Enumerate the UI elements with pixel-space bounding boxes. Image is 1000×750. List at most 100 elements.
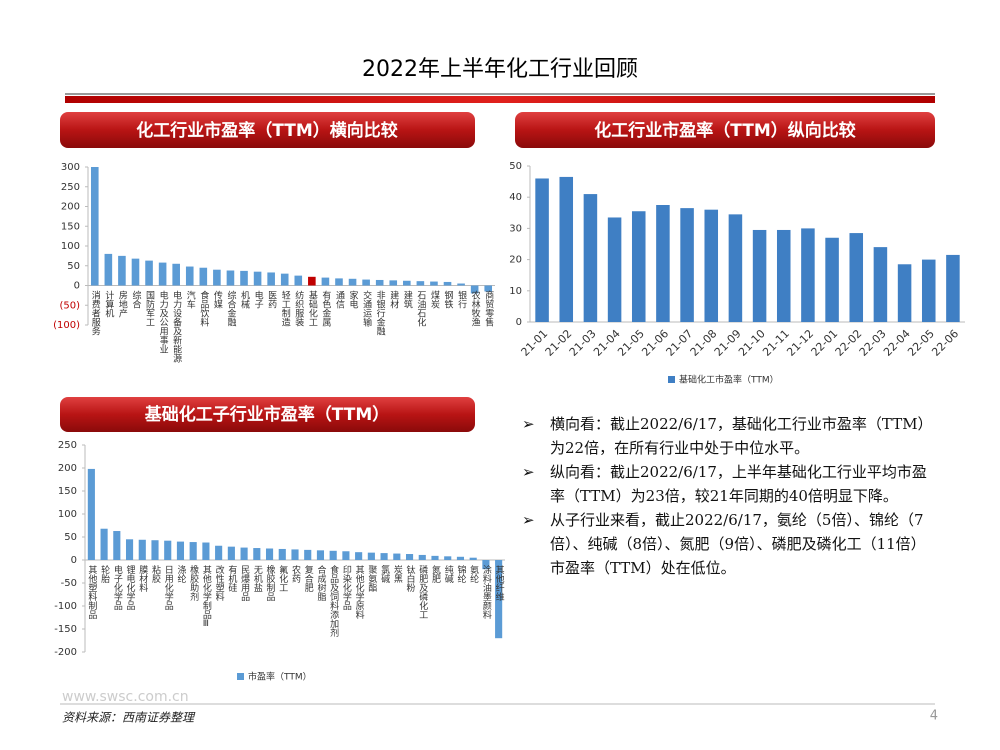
y-tick-label: 50 bbox=[64, 532, 77, 543]
y-tick-label: 100 bbox=[58, 509, 77, 520]
y-tick-label: 40 bbox=[509, 192, 522, 203]
x-tick-label: 纺织服装 bbox=[293, 289, 304, 327]
x-tick-label: 21-03 bbox=[567, 327, 599, 359]
x-tick-label: 21-10 bbox=[736, 327, 768, 359]
bar bbox=[145, 260, 153, 286]
x-tick-label: 炭黑 bbox=[392, 565, 403, 584]
y-tick-label: -150 bbox=[54, 624, 77, 635]
y-tick-label: 50 bbox=[509, 161, 522, 172]
x-tick-label: 22-04 bbox=[881, 327, 913, 359]
x-tick-label: 氨纶 bbox=[468, 564, 479, 583]
bar bbox=[113, 531, 121, 560]
bullet: 纵向看：截止2022/6/17，上半年基础化工行业平均市盈率（TTM）为23倍，… bbox=[520, 460, 940, 508]
bar bbox=[158, 262, 167, 286]
banner-title: 化工行业市盈率（TTM）横向比较 bbox=[136, 120, 398, 141]
x-tick-label: 综合金融 bbox=[225, 289, 236, 327]
bar bbox=[849, 233, 864, 322]
x-tick-label: 21-01 bbox=[519, 327, 551, 359]
x-tick-label: 21-04 bbox=[591, 327, 623, 359]
x-tick-label: 计算机 bbox=[103, 289, 114, 318]
x-tick-label: 21-09 bbox=[712, 327, 744, 359]
y-tick-label: 150 bbox=[61, 221, 80, 232]
bar bbox=[495, 560, 503, 639]
legend-swatch bbox=[668, 376, 675, 383]
bar bbox=[680, 208, 694, 322]
legend-swatch bbox=[237, 673, 244, 680]
x-tick-label: 改性塑料 bbox=[214, 564, 225, 602]
x-tick-label: 22-06 bbox=[929, 327, 961, 359]
bar bbox=[213, 269, 221, 286]
banner-title: 化工行业市盈率（TTM）纵向比较 bbox=[594, 120, 856, 141]
x-tick-label: 无机盐 bbox=[252, 565, 263, 592]
bar bbox=[321, 277, 330, 286]
bar bbox=[172, 263, 180, 286]
y-tick-label: 150 bbox=[58, 486, 77, 497]
x-tick-label: 21-11 bbox=[760, 327, 792, 359]
x-tick-label: 医药 bbox=[266, 290, 277, 309]
bar bbox=[457, 283, 465, 286]
bar bbox=[418, 554, 426, 560]
bar bbox=[559, 176, 574, 322]
x-tick-label: 轻工制造 bbox=[280, 289, 291, 327]
bar bbox=[380, 553, 388, 560]
bar bbox=[227, 546, 235, 560]
y-tick-label: (100) bbox=[53, 320, 80, 331]
bar bbox=[342, 551, 350, 560]
x-tick-label: 21-12 bbox=[784, 327, 816, 359]
bar bbox=[389, 280, 398, 286]
x-tick-label: 橡胶制品 bbox=[265, 564, 276, 602]
bar bbox=[185, 266, 194, 286]
x-tick-label: 22-02 bbox=[833, 327, 865, 359]
x-tick-label: 建筑 bbox=[402, 289, 413, 309]
bar bbox=[125, 539, 134, 560]
x-tick-label: 有色金属 bbox=[320, 289, 331, 327]
bar bbox=[240, 270, 248, 286]
bar bbox=[393, 553, 401, 560]
bar bbox=[202, 542, 210, 560]
bar bbox=[308, 276, 316, 286]
bar bbox=[189, 542, 197, 560]
slide-title: 2022年上半年化工行业回顾 bbox=[362, 57, 638, 82]
x-tick-label: 聚氨酯 bbox=[366, 565, 377, 593]
x-tick-label: 通信 bbox=[334, 290, 345, 309]
y-tick-label: 300 bbox=[61, 162, 80, 173]
x-tick-label: 农药 bbox=[290, 564, 301, 584]
bar bbox=[921, 259, 936, 322]
x-tick-label: 传媒 bbox=[212, 289, 223, 309]
x-tick-label: 涂料油墨颜料 bbox=[481, 564, 492, 620]
bar bbox=[403, 280, 411, 286]
x-tick-label: 食品及饲料添加剂 bbox=[328, 564, 339, 638]
x-tick-label: 食品饮料 bbox=[198, 289, 209, 327]
bar bbox=[278, 548, 286, 560]
x-tick-label: 其他化学制品Ⅲ bbox=[201, 565, 212, 629]
x-tick-label: 民爆用品 bbox=[239, 565, 250, 602]
title-band bbox=[65, 96, 935, 103]
y-tick-label: (50) bbox=[59, 300, 80, 311]
bar bbox=[946, 254, 960, 322]
x-tick-label: 橡胶助剂 bbox=[188, 564, 199, 602]
title-rule bbox=[65, 93, 935, 95]
x-tick-label: 锂电化学品 bbox=[125, 564, 136, 611]
y-tick-label: 20 bbox=[509, 255, 522, 266]
y-tick-label: 50 bbox=[67, 261, 80, 272]
bar bbox=[138, 539, 146, 560]
bar bbox=[430, 281, 438, 286]
y-tick-label: 250 bbox=[58, 440, 77, 451]
x-tick-label: 氯碱 bbox=[379, 564, 390, 584]
x-tick-label: 21-08 bbox=[688, 327, 720, 359]
x-tick-label: 21-02 bbox=[543, 327, 575, 359]
x-tick-label: 商贸零售 bbox=[483, 289, 494, 327]
logo: www.swsc.com.cn bbox=[62, 689, 189, 705]
x-tick-label: 钢铁 bbox=[443, 289, 454, 309]
bar bbox=[280, 273, 289, 286]
x-tick-label: 21-07 bbox=[664, 327, 696, 359]
x-tick-label: 氮肥 bbox=[430, 564, 441, 584]
bar bbox=[416, 281, 425, 286]
x-tick-label: 印染化学品 bbox=[341, 564, 352, 611]
bar bbox=[728, 214, 743, 322]
x-tick-label: 21-06 bbox=[639, 327, 671, 359]
bar bbox=[801, 228, 815, 322]
bar bbox=[267, 272, 275, 286]
bar bbox=[90, 167, 99, 286]
